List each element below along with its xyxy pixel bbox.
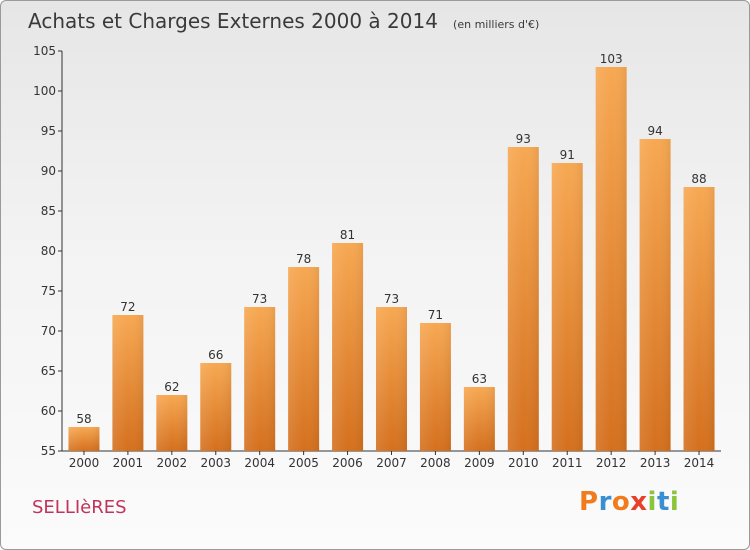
y-tick-label: 85 [41,204,56,218]
bar-shine [68,427,100,451]
y-tick-label: 75 [41,284,56,298]
x-tick-label: 2011 [552,456,583,470]
y-tick-label: 95 [41,124,56,138]
x-tick-label: 2003 [200,456,231,470]
logo-letter: o [611,487,631,517]
x-tick-label: 2009 [464,456,495,470]
x-tick-label: 2001 [113,456,144,470]
bar-shine [683,187,715,451]
bar-shine [419,323,451,451]
bar-value-label: 71 [428,308,443,322]
bar-shine [639,139,671,451]
bar-shine [332,243,364,451]
place-name: SELLIèRES [32,497,127,518]
bar-value-label: 93 [516,132,531,146]
bar-value-label: 58 [76,412,91,426]
y-tick-label: 70 [41,324,56,338]
bar-value-label: 63 [472,372,487,386]
x-tick-label: 2000 [69,456,100,470]
bar-value-label: 72 [120,300,135,314]
y-tick-label: 90 [41,164,56,178]
proxiti-logo: Proxiti [579,487,679,517]
bar-value-label: 88 [691,172,706,186]
bar-shine [112,315,144,451]
logo-letter: i [647,487,657,517]
y-tick-label: 65 [41,364,56,378]
bar-value-label: 91 [560,148,575,162]
x-tick-label: 2006 [332,456,363,470]
chart-unit-label: (en milliers d'€) [453,18,540,31]
x-tick-label: 2013 [640,456,671,470]
bar-shine [156,395,188,451]
bar-value-label: 94 [647,124,662,138]
bar-shine [200,363,232,451]
bar-value-label: 73 [252,292,267,306]
logo-letter: P [579,487,599,517]
y-tick-label: 105 [33,44,56,58]
bar-value-label: 62 [164,380,179,394]
logo-letter: i [669,487,680,517]
y-tick-label: 60 [41,404,56,418]
bar-value-label: 66 [208,348,223,362]
x-tick-label: 2005 [288,456,319,470]
logo-letter: r [598,487,612,517]
y-tick-label: 100 [33,84,56,98]
x-tick-label: 2004 [244,456,275,470]
bar-shine [288,267,320,451]
bar-value-label: 103 [600,52,623,66]
bar-shine [463,387,495,451]
x-tick-label: 2014 [684,456,715,470]
bar-shine [551,163,583,451]
x-tick-label: 2007 [376,456,407,470]
bar-shine [244,307,276,451]
bar-value-label: 78 [296,252,311,266]
bar-shine [507,147,539,451]
y-tick-label: 80 [41,244,56,258]
x-tick-label: 2008 [420,456,451,470]
y-tick-label: 55 [41,444,56,458]
x-tick-label: 2012 [596,456,627,470]
bar-shine [376,307,407,451]
bar-value-label: 81 [340,228,355,242]
logo-letter: x [630,487,648,517]
title-row: Achats et Charges Externes 2000 à 2014 (… [28,9,539,33]
x-tick-label: 2010 [508,456,539,470]
bar-value-label: 73 [384,292,399,306]
bar-shine [595,67,627,451]
x-tick-label: 2002 [157,456,188,470]
chart-title: Achats et Charges Externes 2000 à 2014 [28,9,438,33]
logo-letter: t [656,487,670,517]
